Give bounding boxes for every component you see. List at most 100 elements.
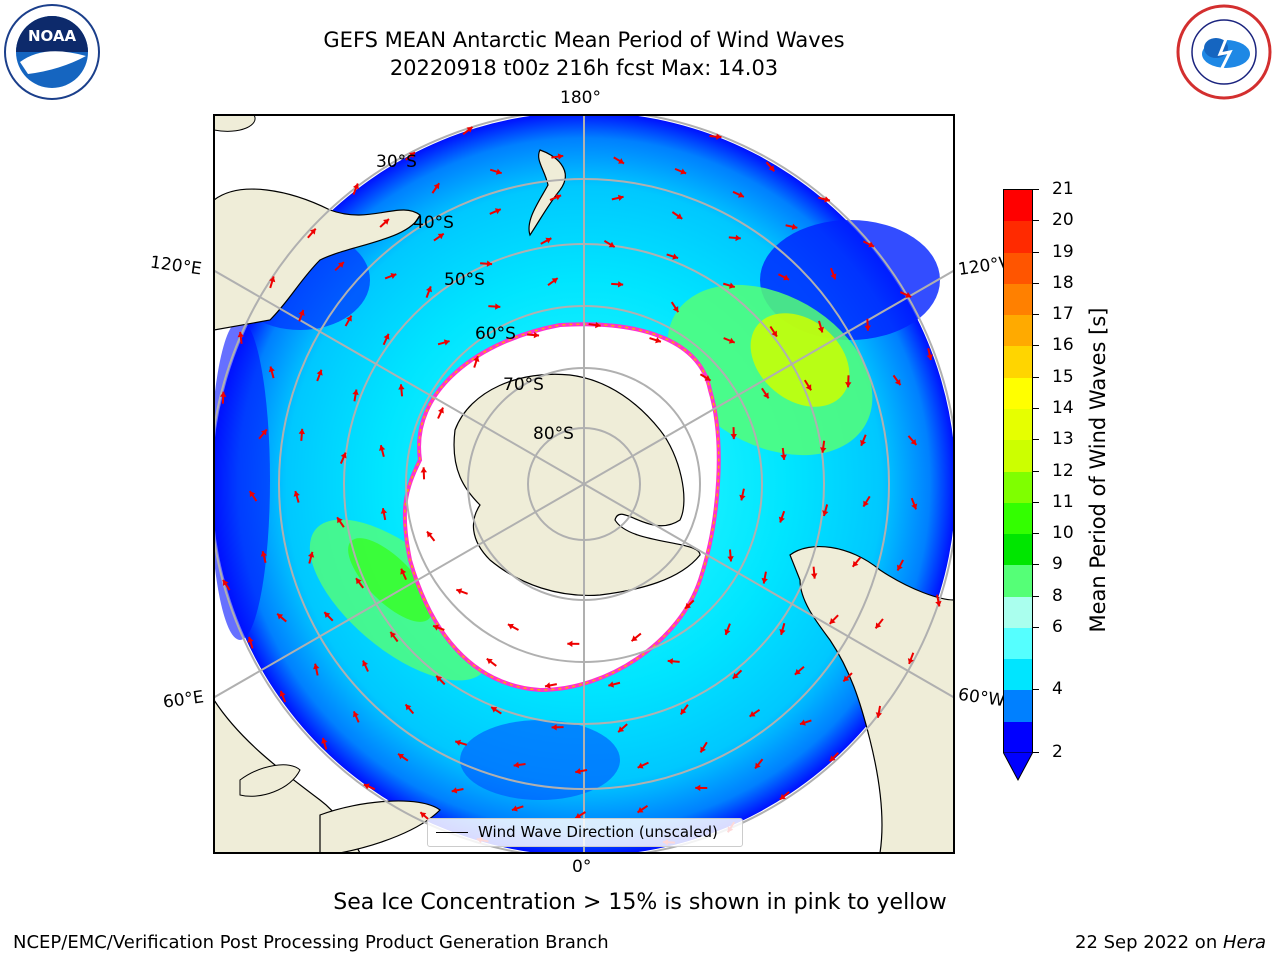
colorbar-tick-label: 14 bbox=[1052, 397, 1074, 418]
colorbar-tick-mark bbox=[1033, 626, 1039, 628]
wind-arrow-head bbox=[894, 379, 901, 386]
wind-arrow-head bbox=[863, 500, 869, 507]
colorbar-tick-mark bbox=[1033, 345, 1039, 347]
wind-arrow-head bbox=[618, 726, 625, 733]
wind-arrow-head bbox=[868, 241, 875, 248]
footer-left: NCEP/EMC/Verification Post Processing Pr… bbox=[13, 932, 609, 953]
colorbar-segment bbox=[1004, 190, 1032, 222]
wind-arrow-head bbox=[533, 331, 540, 339]
wind-arrow-head bbox=[486, 658, 493, 665]
wind-arrow-head bbox=[794, 668, 801, 675]
wind-arrow-head bbox=[779, 629, 786, 635]
colorbar-segment bbox=[1004, 565, 1032, 598]
wind-arrow-head bbox=[852, 560, 859, 567]
wind-arrow-head bbox=[426, 531, 433, 538]
lat-label-60s: 60°S bbox=[475, 324, 516, 344]
wind-arrow-head bbox=[316, 369, 323, 376]
wind-arrow-head bbox=[425, 286, 432, 293]
footer-date: 22 Sep 2022 on bbox=[1075, 932, 1223, 953]
colorbar-tick-label: 6 bbox=[1052, 616, 1063, 637]
wind-arrow-head bbox=[249, 491, 256, 498]
wind-arrow-head bbox=[680, 168, 687, 175]
wind-arrow-head bbox=[247, 636, 254, 643]
wind-arrow-head bbox=[728, 282, 735, 289]
colorbar-tick-mark bbox=[1033, 501, 1039, 503]
wind-arrow-head bbox=[730, 433, 737, 440]
wind-arrow-head bbox=[820, 447, 827, 453]
wind-arrow-head bbox=[390, 631, 397, 638]
wind-arrow-head bbox=[324, 612, 331, 618]
wind-arrow-head bbox=[618, 158, 625, 164]
wind-arrow-head bbox=[390, 273, 397, 280]
wind-arrow-head bbox=[667, 658, 674, 665]
colorbar-segment bbox=[1004, 659, 1032, 691]
colorbar-tick-label: 12 bbox=[1052, 460, 1074, 481]
wind-arrow-head bbox=[905, 292, 912, 298]
wind-arrow-head bbox=[400, 568, 407, 575]
wind-arrow-head bbox=[567, 640, 573, 648]
wind-arrow-head bbox=[727, 556, 734, 562]
wind-arrow-head bbox=[631, 635, 638, 642]
wind-arrow-head bbox=[637, 762, 644, 769]
colorbar-tick-mark bbox=[1033, 407, 1039, 409]
wind-arrow-head bbox=[860, 439, 867, 446]
colorbar-segment bbox=[1004, 283, 1032, 316]
wind-arrow-head bbox=[735, 234, 741, 242]
wind-arrow-head bbox=[768, 165, 775, 172]
antarctica-landmass bbox=[453, 373, 701, 597]
wind-arrow-head bbox=[926, 354, 933, 360]
legend-line-icon bbox=[436, 832, 468, 833]
colorbar-tick-label: 13 bbox=[1052, 429, 1074, 450]
wind-arrow-head bbox=[704, 375, 711, 381]
lon-label-180: 180° bbox=[560, 88, 601, 108]
wind-arrow-head bbox=[716, 133, 722, 140]
wind-arrow-head bbox=[672, 253, 679, 260]
lon-label-0: 0° bbox=[572, 857, 592, 877]
wind-arrow-head bbox=[398, 384, 405, 390]
colorbar-tick-mark bbox=[1033, 189, 1039, 190]
wind-arrow-head bbox=[575, 812, 582, 819]
wind-arrow-head bbox=[845, 382, 852, 388]
wind-arrow-head bbox=[433, 183, 440, 190]
colorbar-tick-mark bbox=[1033, 314, 1039, 316]
wind-arrow-head bbox=[420, 467, 428, 473]
colorbar-tick-mark bbox=[1033, 564, 1039, 566]
wind-arrow-head bbox=[352, 183, 359, 190]
wind-arrow-head bbox=[511, 805, 518, 812]
wind-arrow-head bbox=[575, 768, 581, 775]
colorbar-segment bbox=[1004, 534, 1032, 566]
wind-arrow-head bbox=[800, 719, 806, 726]
wind-arrow-head bbox=[739, 494, 746, 501]
lat-label-50s: 50°S bbox=[444, 270, 485, 290]
wind-arrow-head bbox=[269, 276, 276, 283]
lat-label-30s: 30°S bbox=[376, 152, 417, 172]
wind-arrow-head bbox=[443, 339, 450, 346]
wind-arrow-head bbox=[307, 551, 315, 558]
colorbar-segment bbox=[1004, 315, 1032, 347]
wind-arrow-head bbox=[749, 711, 756, 717]
nws-logo bbox=[1176, 4, 1272, 100]
colorbar-extend-arrow bbox=[1003, 752, 1033, 782]
wind-arrow-head bbox=[551, 724, 557, 731]
wind-arrow-head bbox=[309, 228, 316, 235]
colorbar-segment bbox=[1004, 690, 1032, 723]
wind-arrow-head bbox=[346, 315, 352, 322]
colorbar-tick-label: 8 bbox=[1052, 585, 1063, 606]
map-legend: Wind Wave Direction (unscaled) bbox=[427, 818, 743, 847]
colorbar-tick-label: 9 bbox=[1052, 554, 1063, 575]
wind-arrow-head bbox=[608, 681, 615, 688]
wind-arrow-head bbox=[695, 784, 701, 792]
wind-arrow-head bbox=[778, 516, 785, 523]
colorbar-tick-mark bbox=[1033, 470, 1039, 472]
wind-arrow-head bbox=[321, 737, 328, 744]
map-frame bbox=[213, 114, 955, 854]
wind-arrow-head bbox=[551, 278, 558, 284]
wind-arrow-head bbox=[829, 617, 836, 624]
wind-arrow-head bbox=[363, 783, 370, 790]
lat-label-80s: 80°S bbox=[533, 424, 574, 444]
wind-arrow-head bbox=[655, 337, 661, 344]
wind-arrow-head bbox=[378, 445, 386, 451]
wind-arrow-head bbox=[260, 551, 267, 557]
colorbar-tick-mark bbox=[1033, 251, 1039, 253]
